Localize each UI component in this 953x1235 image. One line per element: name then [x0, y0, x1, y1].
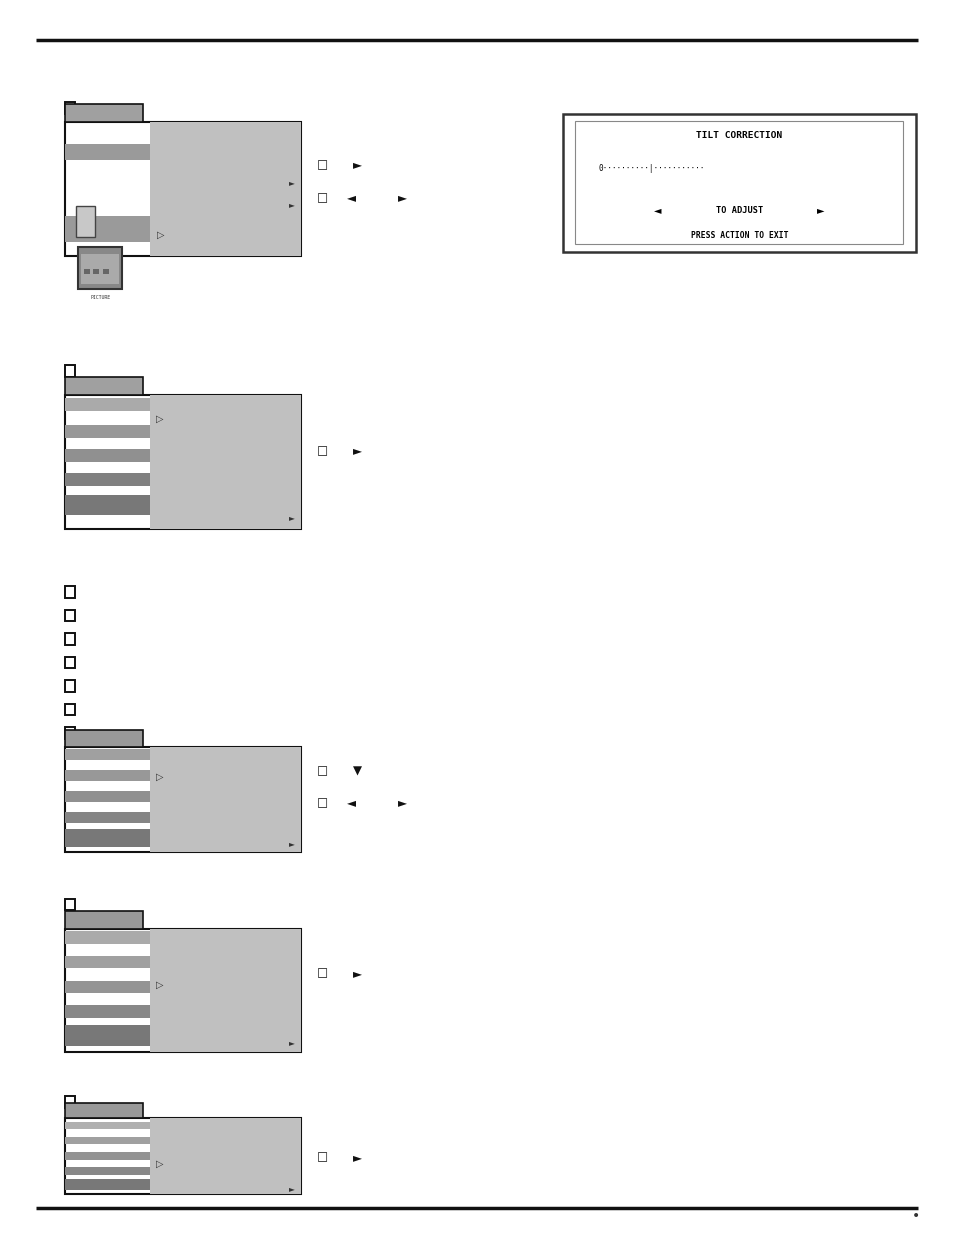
Text: ◄: ◄	[347, 191, 355, 204]
Bar	[65, 1179, 150, 1191]
Bar	[65, 1097, 75, 1108]
Text: ►: ►	[816, 205, 823, 215]
Bar	[65, 634, 75, 645]
Text: □: □	[316, 1151, 328, 1163]
Bar	[65, 366, 75, 377]
Text: •: •	[911, 1209, 919, 1223]
Bar	[65, 771, 150, 781]
Bar	[65, 122, 301, 256]
Text: ►: ►	[353, 158, 361, 170]
Bar	[65, 377, 143, 395]
Bar	[65, 981, 150, 993]
Bar	[65, 1118, 301, 1194]
Bar	[65, 931, 150, 944]
Bar	[65, 495, 150, 515]
Text: PICTURE: PICTURE	[90, 295, 111, 300]
Text: □: □	[316, 191, 328, 204]
Text: □: □	[316, 797, 328, 809]
Bar	[65, 747, 301, 852]
Text: ▷: ▷	[155, 979, 163, 989]
Bar	[65, 730, 143, 747]
Bar	[65, 103, 75, 114]
Bar	[65, 899, 75, 910]
Bar	[65, 473, 150, 485]
Bar	[65, 1005, 150, 1018]
Bar	[65, 911, 143, 929]
Bar	[65, 1103, 143, 1118]
Bar	[150, 747, 301, 852]
Bar	[65, 395, 301, 529]
Bar	[65, 956, 150, 968]
Text: ▷: ▷	[155, 1158, 163, 1168]
Bar	[65, 448, 150, 462]
Bar	[65, 398, 150, 411]
Bar	[150, 122, 301, 256]
Bar	[65, 143, 150, 159]
Text: 0··········|···········: 0··········|···········	[598, 164, 704, 173]
Text: ►: ►	[288, 840, 294, 848]
Text: TO ADJUST: TO ADJUST	[715, 206, 762, 215]
Bar	[65, 680, 75, 692]
Bar	[575, 121, 902, 245]
Text: ►: ►	[397, 191, 406, 204]
Bar	[65, 704, 75, 715]
Bar	[65, 657, 75, 668]
Text: TILT CORRECTION: TILT CORRECTION	[696, 131, 781, 141]
Text: ►: ►	[288, 1183, 294, 1193]
Bar	[65, 829, 150, 847]
Text: PRESS ACTION TO EXIT: PRESS ACTION TO EXIT	[690, 231, 787, 240]
Bar	[562, 114, 915, 252]
Text: ►: ►	[288, 514, 294, 522]
Bar	[65, 610, 75, 621]
Bar	[65, 750, 150, 760]
Bar	[65, 813, 150, 823]
Text: ►: ►	[288, 200, 294, 210]
Text: ►: ►	[353, 445, 361, 457]
Text: □: □	[316, 158, 328, 170]
Bar	[150, 929, 301, 1052]
Bar	[150, 1118, 301, 1194]
Text: ►: ►	[288, 178, 294, 186]
Bar	[65, 216, 150, 242]
Text: □: □	[316, 764, 328, 777]
Text: ◄: ◄	[654, 205, 661, 215]
Bar	[65, 1152, 150, 1160]
Text: ►: ►	[397, 797, 406, 809]
Bar	[65, 727, 75, 739]
Bar	[65, 792, 150, 802]
Bar	[93, 269, 99, 274]
Bar	[84, 269, 90, 274]
Text: ▷: ▷	[155, 772, 163, 782]
Text: ►: ►	[288, 1037, 294, 1047]
Bar	[65, 587, 75, 598]
Text: □: □	[316, 967, 328, 979]
Bar	[65, 1167, 150, 1176]
Bar	[78, 247, 122, 289]
Bar	[103, 269, 109, 274]
Bar	[65, 1121, 150, 1129]
Bar	[81, 254, 119, 284]
Text: ►: ►	[353, 967, 361, 979]
Bar	[65, 104, 143, 122]
Bar	[150, 395, 301, 529]
Text: ►: ►	[353, 1151, 361, 1163]
Text: ◄: ◄	[347, 797, 355, 809]
Bar	[65, 929, 301, 1052]
Text: ▼: ▼	[353, 764, 361, 777]
Bar	[65, 425, 150, 438]
Text: □: □	[316, 445, 328, 457]
Text: ▷: ▷	[155, 414, 163, 424]
Bar	[65, 1136, 150, 1145]
Bar	[65, 1025, 150, 1046]
Bar	[76, 206, 95, 237]
Text: ▷: ▷	[157, 230, 165, 240]
